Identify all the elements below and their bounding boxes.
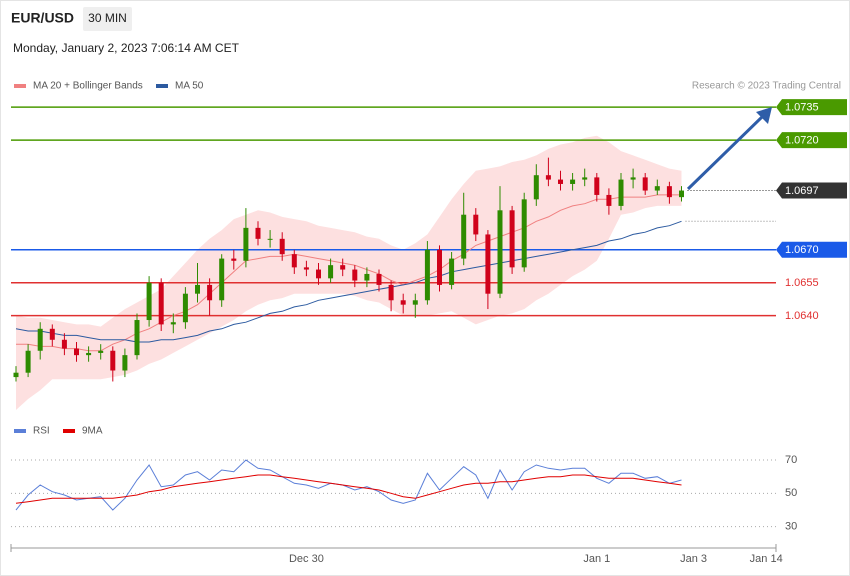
candle-body bbox=[340, 265, 346, 270]
candle-body bbox=[654, 186, 660, 191]
x-tick-label: Jan 1 bbox=[583, 553, 610, 565]
legend-label: MA 50 bbox=[175, 81, 204, 92]
candle-body bbox=[521, 199, 527, 268]
legend-swatch bbox=[156, 84, 168, 88]
forecast-arrowhead bbox=[756, 107, 772, 124]
candle-body bbox=[533, 175, 539, 200]
candle-body bbox=[170, 322, 176, 325]
level-label: 1.0697 bbox=[785, 185, 819, 197]
candle-body bbox=[255, 227, 261, 239]
level-label: 1.0720 bbox=[785, 134, 819, 146]
candle-body bbox=[219, 258, 225, 301]
ma-line bbox=[16, 194, 682, 352]
candle-body bbox=[364, 273, 370, 281]
candle-body bbox=[25, 350, 31, 373]
candle-body bbox=[558, 179, 563, 184]
ma-line bbox=[15, 220, 682, 343]
candle-body bbox=[412, 300, 418, 305]
y-tick-label: 30 bbox=[785, 521, 797, 533]
symbol: EUR/USD bbox=[11, 10, 74, 26]
candle-body bbox=[545, 175, 551, 180]
candle-body bbox=[122, 355, 128, 371]
candle-body bbox=[606, 194, 612, 206]
candle-body bbox=[376, 273, 382, 285]
x-tick-label: Dec 30 bbox=[289, 553, 324, 565]
candle-body bbox=[316, 269, 321, 279]
level-label: 1.0655 bbox=[785, 277, 819, 289]
source: Research © 2023 Trading Central bbox=[692, 81, 841, 92]
rsi-line bbox=[15, 459, 682, 511]
candle-body bbox=[207, 284, 213, 301]
candle-body bbox=[400, 300, 406, 305]
level-label-box bbox=[776, 182, 847, 199]
candle-body bbox=[630, 177, 636, 180]
candle-body bbox=[37, 328, 43, 351]
candle-body bbox=[13, 372, 19, 378]
candle-body bbox=[679, 190, 684, 198]
candle-body bbox=[352, 269, 358, 281]
candle-body bbox=[279, 238, 285, 255]
candle-body bbox=[291, 254, 297, 268]
candle-body bbox=[182, 293, 188, 323]
candle-body bbox=[666, 186, 672, 198]
candle-body bbox=[195, 284, 200, 294]
candle-body bbox=[98, 350, 104, 353]
candle-body bbox=[594, 177, 600, 195]
x-tick-label: Jan 14 bbox=[750, 553, 783, 565]
legend-swatch bbox=[14, 429, 26, 433]
candle-body bbox=[110, 350, 116, 371]
candle-body bbox=[424, 249, 430, 301]
candle-body bbox=[582, 177, 588, 180]
legend-swatch bbox=[63, 429, 75, 433]
candle-body bbox=[243, 227, 249, 261]
legend-label: RSI bbox=[33, 426, 50, 437]
y-tick-label: 50 bbox=[785, 487, 797, 499]
candle-body bbox=[473, 214, 479, 235]
timestamp: Monday, January 2, 2023 7:06:14 AM CET bbox=[13, 41, 240, 55]
rsi-line bbox=[15, 474, 682, 504]
bollinger-band bbox=[16, 135, 682, 410]
candle-body bbox=[134, 320, 140, 356]
candle-body bbox=[570, 179, 576, 184]
forecast-arrow bbox=[686, 115, 764, 191]
candle-body bbox=[328, 265, 334, 279]
candle-body bbox=[449, 258, 455, 285]
legend-label: 9MA bbox=[82, 426, 103, 437]
level-label: 1.0640 bbox=[785, 310, 819, 322]
candle-body bbox=[388, 284, 394, 301]
candle-body bbox=[158, 282, 164, 325]
legend-swatch bbox=[14, 84, 26, 88]
candle-body bbox=[74, 348, 79, 356]
candle-body bbox=[61, 339, 67, 349]
candle-body bbox=[267, 238, 273, 240]
candle-body bbox=[497, 210, 503, 294]
level-label: 1.0735 bbox=[785, 102, 819, 114]
legend-label: MA 20 + Bollinger Bands bbox=[33, 81, 143, 92]
candle-body bbox=[86, 352, 92, 356]
candle-body bbox=[642, 177, 648, 191]
level-label-box bbox=[776, 241, 847, 258]
candle-body bbox=[437, 249, 442, 285]
candle-body bbox=[146, 282, 152, 321]
interval: 30 MIN bbox=[88, 11, 127, 25]
level-label-box bbox=[776, 99, 847, 116]
candle-body bbox=[509, 210, 515, 268]
candle-body bbox=[618, 179, 624, 206]
y-tick-label: 70 bbox=[785, 454, 797, 466]
candle-body bbox=[303, 267, 309, 270]
level-label-box bbox=[776, 132, 847, 149]
candle-body bbox=[461, 214, 467, 259]
x-tick-label: Jan 3 bbox=[680, 553, 707, 565]
candle-body bbox=[485, 234, 491, 294]
candle-body bbox=[49, 328, 55, 340]
candle-body bbox=[231, 258, 237, 261]
level-label: 1.0670 bbox=[785, 244, 819, 256]
interval-box bbox=[83, 7, 132, 31]
